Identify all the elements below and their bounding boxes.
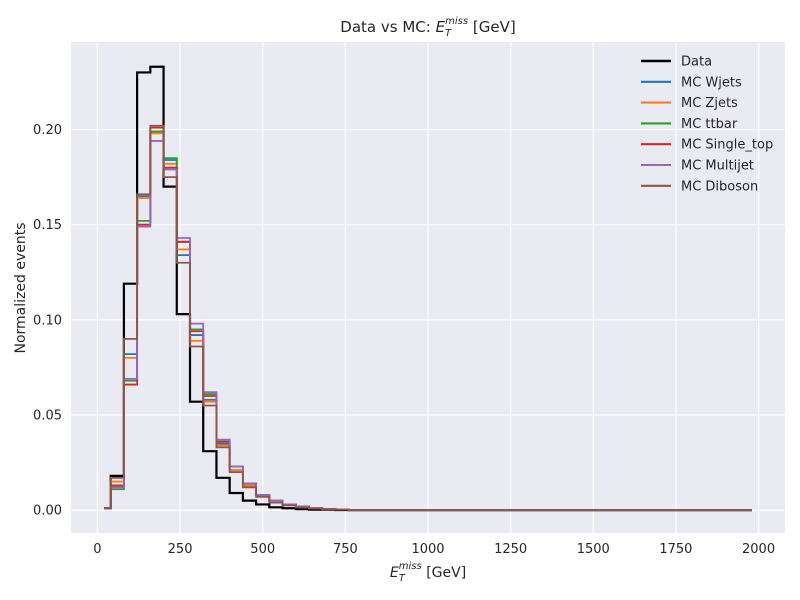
x-tick-label: 1750 xyxy=(659,542,692,557)
legend: Data MC Wjets MC Zjets MC ttbar MC Single_to… xyxy=(641,55,773,194)
legend-entry-label: MC Single_top xyxy=(681,138,773,153)
legend-entry-label: MC Wjets xyxy=(681,75,742,90)
x-axis-label-symbol: E xyxy=(390,565,399,581)
x-tick-label: 1500 xyxy=(577,542,610,557)
x-tick-label: 0 xyxy=(93,542,101,557)
x-axis-label-sub: T xyxy=(399,573,406,584)
y-axis-label: Normalized events xyxy=(13,222,29,353)
x-axis-label: ETmiss [GeV] xyxy=(390,561,466,584)
x-tick-label: 1250 xyxy=(494,542,527,557)
x-axis-label-suffix: [GeV] xyxy=(422,565,466,581)
x-ticks: 0 250 500 750 1000 1250 1500 1750 2000 xyxy=(93,542,775,557)
x-tick-label: 250 xyxy=(168,542,193,557)
series-data-line xyxy=(104,65,752,512)
y-tick-label: 0.00 xyxy=(33,504,62,519)
legend-entry-label: MC Zjets xyxy=(681,96,738,111)
legend-entry-label: MC Diboson xyxy=(681,179,758,194)
chart-title-symbol: E xyxy=(436,18,446,36)
legend-entry-label: MC Multijet xyxy=(681,159,754,174)
chart-title: Data vs MC: ETmiss [GeV] xyxy=(340,16,515,39)
chart-title-prefix: Data vs MC: xyxy=(340,18,435,36)
chart-title-sub: T xyxy=(445,28,452,39)
y-tick-label: 0.05 xyxy=(33,409,62,424)
y-ticks: 0.00 0.05 0.10 0.15 0.20 xyxy=(33,123,62,519)
x-tick-label: 1000 xyxy=(411,542,444,557)
y-tick-label: 0.10 xyxy=(33,313,62,328)
series-mc-diboson-line xyxy=(104,124,752,511)
series-layer xyxy=(104,65,752,512)
legend-entry-label: Data xyxy=(681,55,712,70)
y-tick-label: 0.15 xyxy=(33,218,62,233)
chart-title-sup: miss xyxy=(445,16,468,27)
x-tick-label: 2000 xyxy=(742,542,775,557)
x-axis-label-sup: miss xyxy=(399,561,422,572)
x-tick-label: 750 xyxy=(333,542,358,557)
y-tick-label: 0.20 xyxy=(33,123,62,138)
x-tick-label: 500 xyxy=(250,542,275,557)
chart-title-suffix: [GeV] xyxy=(468,18,516,36)
legend-entry-label: MC ttbar xyxy=(681,117,738,132)
